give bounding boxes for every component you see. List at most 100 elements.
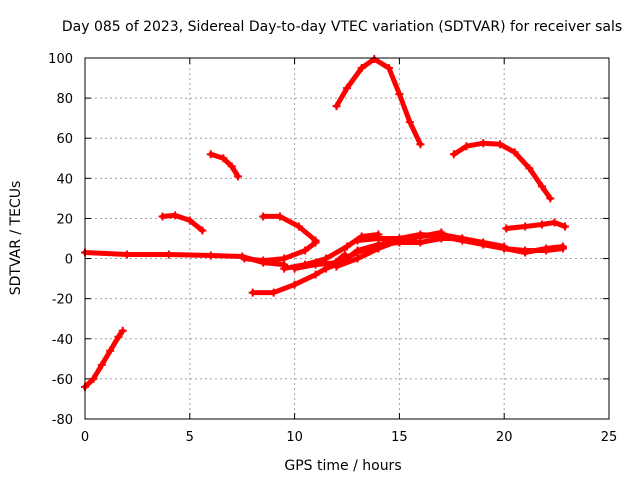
data-point-marker (259, 212, 268, 221)
data-point-marker (311, 260, 320, 269)
data-point-marker (332, 262, 341, 271)
data-point-marker (537, 220, 546, 229)
data-point-marker (198, 226, 207, 235)
series-line (451, 140, 553, 201)
y-tick-label: 40 (56, 172, 73, 187)
data-point-marker (343, 242, 351, 251)
series-arc-3 (158, 211, 207, 235)
data-point-marker (449, 150, 458, 159)
data-point-marker (89, 374, 98, 383)
data-point-marker (521, 248, 530, 257)
series-arc-15 (502, 218, 569, 233)
axis-ticks: 0 5 10 15 20 25 -80 -60 -40 -20 0 20 40 60 80 100 (48, 52, 617, 445)
data-point-marker (332, 102, 341, 111)
grid (85, 58, 609, 419)
data-point-marker (171, 211, 180, 220)
data-point-marker (280, 264, 289, 273)
data-point-marker (240, 254, 249, 263)
y-tick-label: -20 (52, 293, 73, 308)
data-point-marker (343, 84, 351, 93)
data-point-marker (384, 64, 393, 73)
data-point-marker (560, 222, 569, 231)
data-point-marker (537, 182, 546, 191)
data-point-marker (550, 218, 559, 227)
data-point-marker (458, 236, 467, 245)
y-tick-label: 100 (48, 52, 73, 67)
series-arc-11 (332, 55, 425, 149)
data-point-marker (496, 140, 505, 149)
series-line (260, 213, 319, 243)
x-tick-label: 20 (496, 430, 513, 445)
data-point-marker (164, 250, 173, 259)
data-point-marker (311, 236, 320, 245)
series-arc-14 (449, 139, 555, 203)
data-point-marker (301, 246, 310, 255)
data-point-marker (259, 256, 268, 265)
data-point-marker (290, 264, 299, 273)
series-arc-7 (259, 212, 320, 245)
data-point-marker (405, 118, 414, 127)
data-point-marker (479, 139, 488, 148)
y-tick-label: 60 (56, 132, 73, 147)
series-arc-10 (322, 234, 509, 273)
data-point-marker (353, 246, 362, 255)
data-point-marker (374, 244, 383, 253)
y-tick-label: 20 (56, 212, 73, 227)
x-tick-label: 0 (81, 430, 89, 445)
series-arc-4 (206, 150, 243, 181)
series-arc-13 (353, 230, 567, 257)
y-tick-label: -40 (52, 333, 73, 348)
x-tick-label: 10 (286, 430, 303, 445)
data-point-marker (290, 280, 299, 289)
data-point-marker (374, 234, 383, 243)
data-point-marker (437, 232, 446, 241)
data-point-marker (416, 140, 425, 149)
data-point-marker (353, 236, 362, 245)
series-arc-6 (240, 238, 320, 265)
data-point-marker (370, 55, 379, 64)
data-point-marker (248, 288, 257, 297)
data-point-marker (462, 142, 471, 151)
data-point-marker (114, 332, 123, 341)
chart-title: Day 085 of 2023, Sidereal Day-to-day VTE… (62, 19, 622, 35)
data-point-marker (357, 64, 366, 73)
data-point-marker (206, 251, 215, 260)
y-tick-label: -80 (52, 413, 73, 428)
data-point-marker (395, 234, 404, 243)
data-point-marker (97, 360, 106, 369)
series-line (208, 151, 241, 179)
data-point-marker (542, 244, 551, 253)
data-point-marker (234, 172, 243, 181)
data-point-marker (118, 326, 127, 335)
series-line (160, 212, 205, 233)
data-point-marker (122, 250, 131, 259)
data-point-marker (311, 270, 320, 279)
x-axis-title: GPS time / hours (284, 458, 401, 474)
y-tick-label: -60 (52, 373, 73, 388)
x-tick-label: 25 (601, 430, 618, 445)
data-point-marker (280, 254, 289, 263)
data-point-marker (395, 90, 404, 99)
data-point-marker (500, 244, 509, 253)
data-point-marker (294, 222, 303, 231)
data-point-marker (269, 288, 278, 297)
data-point-marker (502, 224, 511, 233)
data-point-marker (353, 254, 362, 263)
x-tick-label: 15 (391, 430, 408, 445)
series-line (334, 56, 423, 147)
data-point-marker (525, 164, 534, 173)
data-point-marker (558, 242, 567, 251)
data-point-marker (416, 230, 425, 239)
y-tick-label: 0 (65, 253, 73, 268)
data-point-marker (275, 212, 284, 221)
series-arc-1 (81, 326, 127, 391)
data-point-marker (106, 346, 115, 355)
data-point-marker (185, 216, 194, 225)
y-axis-title: SDTVAR / TECUs (8, 181, 24, 296)
data-point-marker (479, 240, 488, 249)
data-point-marker (521, 222, 530, 231)
data-point-marker (322, 264, 331, 273)
data-point-marker (206, 150, 215, 159)
plot-frame (84, 57, 610, 420)
